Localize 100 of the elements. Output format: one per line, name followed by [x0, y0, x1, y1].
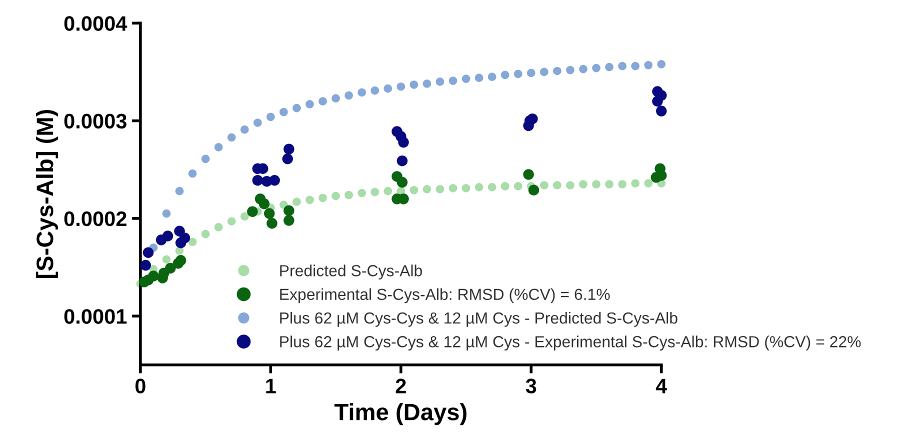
point: [284, 144, 294, 154]
point: [240, 212, 249, 221]
point: [656, 106, 667, 116]
point: [528, 184, 540, 196]
point: [436, 184, 444, 194]
x-tick-label: 3: [526, 378, 536, 394]
point: [306, 196, 314, 204]
point: [644, 179, 653, 188]
point: [605, 62, 614, 72]
point: [344, 190, 353, 200]
point: [592, 64, 600, 72]
point: [384, 186, 392, 196]
point: [631, 179, 640, 188]
point: [162, 209, 171, 218]
x-tick-label: 0: [135, 378, 146, 394]
point: [214, 142, 223, 152]
point: [540, 68, 548, 76]
point: [148, 270, 159, 282]
point: [396, 176, 408, 188]
point: [247, 206, 258, 217]
point: [422, 184, 432, 194]
y-tick-label: 0.0002: [64, 211, 126, 226]
point: [644, 60, 653, 70]
point: [175, 255, 186, 266]
point: [175, 237, 186, 248]
point: [358, 188, 366, 198]
point: [657, 60, 666, 68]
point: [284, 215, 294, 226]
point: [258, 198, 270, 210]
point: [618, 180, 626, 188]
point: [436, 78, 444, 86]
point: [306, 100, 314, 108]
point: [370, 188, 380, 196]
point: [188, 238, 197, 246]
point: [266, 218, 278, 229]
point: [410, 80, 418, 89]
point: [462, 184, 470, 192]
point: [188, 169, 197, 178]
y-tick-label: 0.0003: [64, 114, 126, 129]
point: [474, 74, 484, 82]
point: [488, 72, 496, 82]
point: [292, 198, 301, 206]
y-tick-label: 0.0004: [64, 16, 128, 31]
point: [227, 217, 236, 226]
point: [201, 230, 210, 238]
point: [462, 74, 470, 83]
point: [553, 181, 562, 190]
point: [592, 180, 600, 188]
legend-label: Predicted S-Cys-Alb: [280, 264, 422, 280]
legend-label: Experimental S-Cys-Alb: RMSD (%CV) = 6.1%: [280, 288, 610, 304]
point: [618, 62, 626, 70]
point: [264, 208, 275, 219]
point: [142, 247, 154, 258]
x-axis-title: Time (Days): [334, 403, 466, 426]
y-axis-title: [S-Cys-Alb] (M): [36, 110, 58, 278]
point: [500, 182, 510, 190]
point: [162, 255, 171, 264]
point: [579, 64, 588, 74]
point: [566, 181, 574, 190]
point: [358, 88, 366, 97]
y-tick-label: 0.0001: [64, 309, 127, 324]
point: [284, 205, 294, 216]
point: [253, 118, 262, 127]
legend-label: Plus 62 µM Cys-Cys & 12 µM Cys - Experimental S-Cys-Alb: RMSD (%CV) = 22%: [280, 336, 861, 351]
point: [269, 174, 280, 186]
point: [332, 94, 340, 102]
point: [282, 153, 293, 164]
point: [214, 223, 223, 232]
x-tick-label: 2: [396, 378, 406, 394]
point: [370, 86, 380, 95]
point: [566, 66, 574, 74]
point: [252, 174, 264, 186]
x-tick-label: 1: [266, 378, 276, 394]
x-tick-label: 4: [656, 378, 668, 394]
point: [398, 136, 409, 148]
point: [652, 96, 663, 107]
point: [474, 183, 484, 192]
point: [523, 169, 534, 180]
point: [410, 186, 418, 194]
point: [448, 184, 458, 192]
point: [240, 125, 249, 134]
point: [162, 230, 174, 242]
point: [344, 91, 353, 100]
point: [332, 192, 340, 200]
point: [579, 180, 588, 188]
point: [318, 97, 327, 106]
point: [488, 183, 496, 192]
point: [140, 260, 152, 271]
point: [175, 186, 184, 196]
point: [266, 112, 275, 122]
point: [396, 155, 408, 166]
point: [396, 82, 406, 91]
point: [540, 181, 548, 190]
point: [514, 182, 522, 190]
point: [553, 66, 562, 76]
point: [605, 180, 614, 188]
point: [227, 133, 236, 142]
legend-label: Plus 62 µM Cys-Cys & 12 µM Cys - Predicted S-Cys-Alb: [280, 312, 678, 327]
point: [631, 62, 640, 70]
point: [422, 80, 432, 88]
